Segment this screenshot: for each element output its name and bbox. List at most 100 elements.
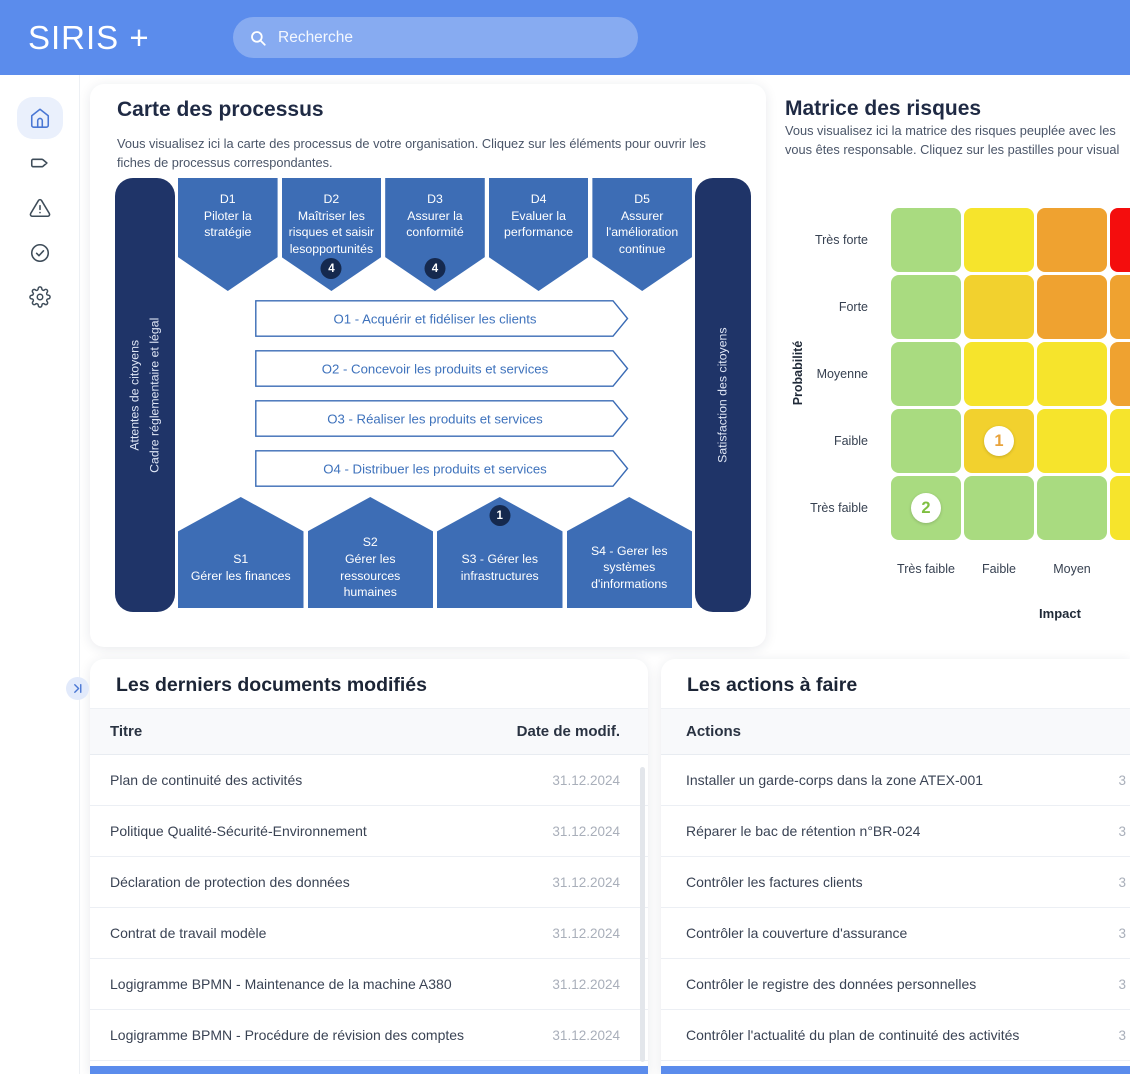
action-row[interactable]: Contrôler le registre des données person…: [661, 959, 1130, 1010]
process-d2-count-badge[interactable]: 4: [320, 258, 342, 279]
risk-cell-r2-c1: [964, 342, 1034, 406]
action-title: Installer un garde-corps dans la zone AT…: [686, 772, 984, 788]
action-row[interactable]: Contrôler les factures clients 3: [661, 857, 1130, 908]
process-s2-label: S2 Gérer les ressources humaines: [340, 535, 401, 600]
search-input[interactable]: [278, 28, 622, 47]
process-d5-label: D5 Assurer l'amélioration continue: [606, 192, 679, 256]
document-title: Logigramme BPMN - Procédure de révision …: [110, 1027, 465, 1043]
probability-tick: Très faible: [810, 501, 868, 515]
document-title: Logigramme BPMN - Maintenance de la mach…: [110, 976, 452, 992]
process-s4[interactable]: S4 - Gerer les systèmes d'informations: [566, 497, 692, 608]
document-title: Contrat de travail modèle: [110, 925, 267, 941]
document-row[interactable]: Logigramme BPMN - Procédure de révision …: [90, 1010, 648, 1061]
process-o4-label: O4 - Distribuer les produits et services: [323, 462, 547, 477]
impact-tick: Moyen: [1053, 562, 1091, 576]
document-date: 31.12.2024: [552, 874, 620, 890]
risk-cell-r4-c1: [964, 476, 1034, 540]
recent-documents-panel: Les derniers documents modifiés Titre Da…: [90, 659, 648, 1074]
process-map: Attentes de citoyens Cadre réglementaire…: [115, 178, 751, 612]
action-row[interactable]: Contrôler l'actualité du plan de continu…: [661, 1010, 1130, 1061]
action-date: 3: [1118, 925, 1126, 941]
sidebar-item-home[interactable]: [17, 97, 63, 139]
risk-matrix-description: Vous visualisez ici la matrice des risqu…: [785, 123, 1120, 157]
documents-column-date: Date de modif.: [516, 723, 620, 740]
support-processes-row: S1 Gérer les finances S2 Gérer les ressou…: [178, 497, 692, 608]
process-o1-shape: [255, 300, 629, 337]
process-s3[interactable]: S3 - Gérer les infrastructures 1: [437, 497, 563, 608]
sidebar-expand-button[interactable]: [66, 677, 89, 700]
process-o2[interactable]: O2 - Concevoir les produits et services: [255, 350, 629, 387]
process-o1[interactable]: O1 - Acquérir et fidéliser les clients: [255, 300, 629, 337]
document-date: 31.12.2024: [552, 976, 620, 992]
process-d3[interactable]: D3 Assurer la conformité 4: [385, 178, 485, 291]
app-header: SIRIS +: [0, 0, 1130, 75]
search-bar[interactable]: [233, 17, 638, 58]
sidebar-item-settings[interactable]: [17, 276, 63, 318]
process-o3[interactable]: O3 - Réaliser les produits et services: [255, 400, 629, 437]
risk-cell-r3-c0: [891, 409, 961, 473]
process-o2-label: O2 - Concevoir les produits et services: [322, 362, 549, 377]
action-row[interactable]: Contrôler la couverture d'assurance 3: [661, 908, 1130, 959]
probability-tick: Forte: [838, 300, 868, 314]
document-row[interactable]: Logigramme BPMN - Maintenance de la mach…: [90, 959, 648, 1010]
process-s3-count-badge[interactable]: 1: [489, 505, 511, 526]
settings-icon: [29, 286, 51, 308]
process-s2[interactable]: S2 Gérer les ressources humaines: [307, 497, 433, 608]
process-d5[interactable]: D5 Assurer l'amélioration continue: [592, 178, 692, 291]
risk-badge-2[interactable]: 2: [911, 493, 941, 523]
impact-tick: Très faible: [897, 562, 955, 576]
actions-panel: Les actions à faire Actions Installer un…: [661, 659, 1130, 1074]
document-title: Déclaration de protection des données: [110, 874, 350, 890]
home-icon: [30, 108, 50, 128]
action-row[interactable]: Réparer le bac de rétention n°BR-024 3: [661, 806, 1130, 857]
risk-cell-r0-c1: [964, 208, 1034, 272]
documents-scrollbar[interactable]: [640, 767, 645, 1062]
process-o4-shape: [255, 450, 629, 487]
action-title: Contrôler l'actualité du plan de continu…: [686, 1027, 1020, 1043]
document-row[interactable]: Politique Qualité-Sécurité-Environnement…: [90, 806, 648, 857]
process-o2-shape: [255, 350, 629, 387]
risk-badge-1[interactable]: 1: [984, 426, 1014, 456]
risk-cell-r2-c2: [1037, 342, 1107, 406]
documents-table-body: Plan de continuité des activités 31.12.20…: [90, 755, 648, 1061]
sidebar: [0, 75, 80, 1074]
search-icon: [251, 30, 266, 46]
sidebar-item-risks[interactable]: [17, 187, 63, 229]
sidebar-item-tags[interactable]: [17, 142, 63, 184]
input-requirements-bar[interactable]: Attentes de citoyens Cadre réglementaire…: [115, 178, 175, 612]
action-row[interactable]: Installer un garde-corps dans la zone AT…: [661, 755, 1130, 806]
sidebar-item-tasks[interactable]: [17, 232, 63, 274]
input-requirements-label: Attentes de citoyens Cadre réglementaire…: [127, 317, 163, 473]
actions-table-header: Actions: [661, 708, 1130, 755]
process-d4[interactable]: D4 Evaluer la performance: [488, 178, 589, 291]
process-d1[interactable]: D1 Piloter la stratégie: [178, 178, 278, 291]
process-d2[interactable]: D2 Maîtriser les risques et saisir lesop…: [281, 178, 382, 291]
documents-bottom-peek: [90, 1066, 648, 1074]
process-map-card: Carte des processus Vous visualisez ici …: [90, 84, 766, 647]
risk-cell-r1-c0: [891, 275, 961, 339]
citizen-satisfaction-bar[interactable]: Satisfaction des citoyens: [695, 178, 751, 612]
action-date: 3: [1118, 772, 1126, 788]
risk-cell-r2-c0: [891, 342, 961, 406]
process-d2-label: D2 Maîtriser les risques et saisir lesop…: [288, 192, 375, 256]
recent-documents-title: Les derniers documents modifiés: [116, 674, 428, 696]
app-logo: SIRIS +: [28, 18, 150, 56]
document-row[interactable]: Déclaration de protection des données 31.…: [90, 857, 648, 908]
operational-processes-stack: O1 - Acquérir et fidéliser les clients O2…: [255, 300, 629, 500]
process-s1[interactable]: S1 Gérer les finances: [178, 497, 304, 608]
document-row[interactable]: Contrat de travail modèle 31.12.2024: [90, 908, 648, 959]
risk-cell-r3-c2: [1037, 409, 1107, 473]
document-title: Politique Qualité-Sécurité-Environnement: [110, 823, 367, 839]
document-row[interactable]: Plan de continuité des activités 31.12.20…: [90, 755, 648, 806]
action-title: Contrôler les factures clients: [686, 874, 863, 890]
probability-tick-labels: Très forte Forte Moyenne Faible Très faible: [768, 208, 868, 543]
process-d3-count-badge[interactable]: 4: [424, 258, 446, 279]
risk-cell-r4-c2: [1037, 476, 1107, 540]
document-date: 31.12.2024: [552, 772, 620, 788]
process-o4[interactable]: O4 - Distribuer les produits et services: [255, 450, 629, 487]
document-date: 31.12.2024: [552, 925, 620, 941]
document-date: 31.12.2024: [552, 823, 620, 839]
process-s1-label: S1 Gérer les finances: [190, 551, 291, 583]
actions-title: Les actions à faire: [687, 674, 858, 696]
action-title: Contrôler le registre des données person…: [686, 976, 977, 992]
